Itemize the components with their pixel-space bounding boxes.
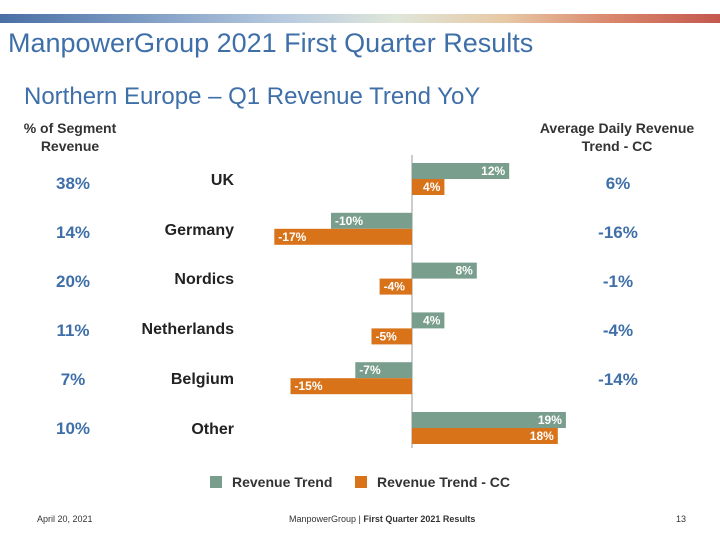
bar-revenue-trend [412, 412, 566, 428]
bar-data-label: 12% [481, 164, 505, 178]
bar-data-label: -15% [295, 379, 323, 393]
category-label: Other [191, 421, 234, 438]
segment-share-value: 38% [55, 174, 91, 193]
bar-revenue-trend [412, 163, 510, 179]
footer-report-name: First Quarter 2021 Results [363, 514, 476, 524]
segment-share-header: % of Segment Revenue [23, 120, 117, 154]
daily-trend-value: -4% [602, 321, 634, 340]
footer-page-number: 13 [676, 514, 687, 524]
bar-data-label: -10% [335, 214, 363, 228]
daily-trend-value: 6% [605, 174, 631, 193]
bar-data-label: 19% [538, 413, 562, 427]
bar-data-label: 8% [455, 264, 473, 278]
bar-data-label: 4% [423, 180, 441, 194]
footer-date: April 20, 2021 [37, 514, 93, 524]
segment-share-value: 20% [55, 272, 91, 291]
page-title: ManpowerGroup 2021 First Quarter Results [8, 28, 534, 58]
category-label: Germany [164, 222, 234, 239]
segment-share-value: 10% [55, 419, 91, 438]
segment-share-value: 14% [55, 223, 91, 242]
bar-data-label: -17% [278, 230, 306, 244]
daily-trend-header: Average Daily Revenue Trend - CC [539, 120, 695, 154]
daily-trend-value: -16% [598, 223, 638, 242]
category-label: Belgium [170, 371, 234, 388]
bar-data-label: 4% [423, 313, 441, 327]
legend-label: Revenue Trend [232, 474, 333, 490]
daily-trend-value: -14% [598, 370, 638, 389]
segment-share-value: 7% [60, 370, 86, 389]
bar-data-label: -4% [384, 280, 406, 294]
bar-revenue-trend [331, 212, 412, 229]
legend-item-revenue-trend: Revenue Trend [210, 474, 332, 490]
segment-share-value: 11% [56, 321, 90, 340]
bar-revenue-trend-cc [412, 179, 445, 195]
legend-item-revenue-trend-cc: Revenue Trend - CC [355, 474, 510, 490]
bar-revenue-trend-cc [274, 228, 412, 245]
bar-revenue-trend-cc [290, 378, 412, 395]
bar-revenue-trend-cc [371, 328, 412, 345]
category-label: Nordics [174, 271, 234, 288]
bar-revenue-trend [412, 262, 477, 279]
legend-label: Revenue Trend - CC [377, 474, 511, 490]
bar-revenue-trend [355, 362, 412, 379]
footer-company: ManpowerGroup [289, 514, 357, 524]
legend-swatch-revenue-trend-cc [355, 476, 367, 488]
legend-swatch-revenue-trend [210, 476, 222, 488]
bar-revenue-trend [412, 312, 445, 329]
bar-data-label: -5% [376, 329, 398, 343]
category-label: Netherlands [141, 321, 234, 338]
daily-trend-value: -1% [602, 272, 634, 291]
bar-revenue-trend-cc [412, 428, 558, 444]
page-subtitle: Northern Europe – Q1 Revenue Trend YoY [24, 83, 481, 110]
bar-data-label: -7% [359, 363, 381, 377]
footer-report: ManpowerGroup | First Quarter 2021 Resul… [289, 514, 475, 524]
bar-data-label: 18% [530, 429, 554, 443]
category-label: UK [210, 172, 234, 189]
footer-separator: | [356, 514, 364, 524]
header-accent-bar [0, 14, 720, 23]
bar-revenue-trend-cc [379, 278, 412, 295]
